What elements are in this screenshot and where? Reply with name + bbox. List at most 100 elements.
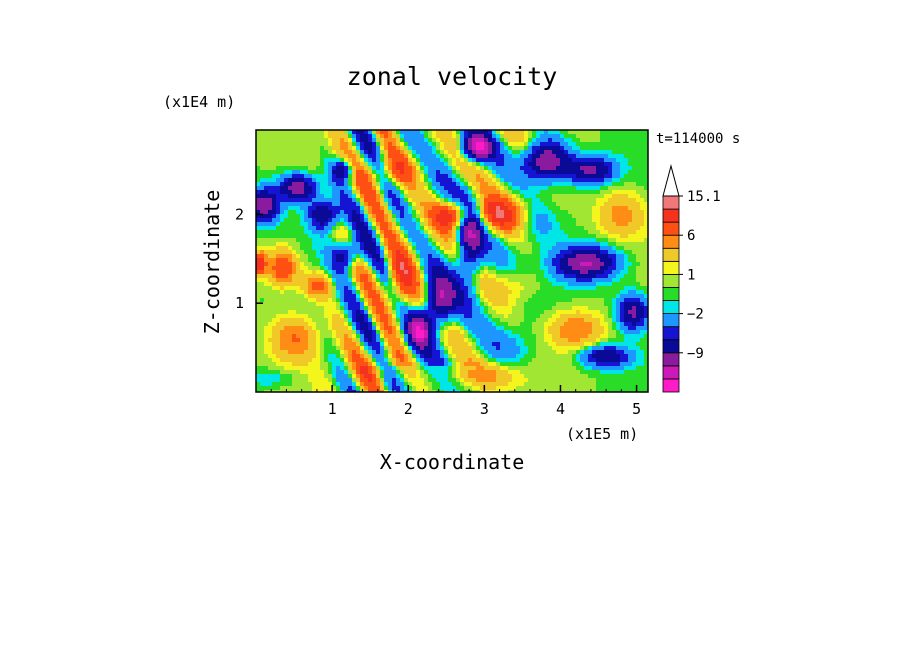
field-cell — [544, 258, 548, 262]
field-cell — [568, 210, 572, 214]
field-cell — [540, 182, 544, 186]
field-cell — [292, 174, 296, 178]
field-cell — [612, 222, 616, 226]
field-cell — [380, 130, 384, 134]
field-cell — [432, 322, 436, 326]
field-cell — [356, 154, 360, 158]
field-cell — [492, 254, 496, 258]
field-cell — [576, 142, 580, 146]
field-cell — [268, 262, 272, 266]
field-cell — [476, 202, 480, 206]
field-cell — [328, 206, 332, 210]
field-cell — [536, 242, 540, 246]
field-cell — [524, 142, 528, 146]
field-cell — [640, 274, 644, 278]
field-cell — [432, 230, 436, 234]
field-cell — [376, 142, 380, 146]
field-cell — [348, 158, 352, 162]
field-cell — [496, 138, 500, 142]
field-cell — [332, 294, 336, 298]
field-cell — [332, 190, 336, 194]
field-cell — [304, 306, 308, 310]
field-cell — [524, 310, 528, 314]
field-cell — [300, 322, 304, 326]
field-cell — [580, 322, 584, 326]
field-cell — [524, 134, 528, 138]
field-cell — [356, 286, 360, 290]
field-cell — [548, 182, 552, 186]
field-cell — [568, 322, 572, 326]
field-cell — [560, 166, 564, 170]
field-cell — [452, 178, 456, 182]
field-cell — [420, 158, 424, 162]
field-cell — [332, 298, 336, 302]
field-cell — [420, 250, 424, 254]
field-cell — [584, 262, 588, 266]
field-cell — [320, 306, 324, 310]
field-cell — [528, 282, 532, 286]
field-cell — [576, 298, 580, 302]
field-cell — [304, 210, 308, 214]
field-cell — [280, 286, 284, 290]
field-cell — [312, 330, 316, 334]
field-cell — [396, 178, 400, 182]
field-cell — [364, 318, 368, 322]
field-cell — [336, 246, 340, 250]
field-cell — [268, 326, 272, 330]
field-cell — [352, 198, 356, 202]
field-cell — [292, 150, 296, 154]
field-cell — [392, 262, 396, 266]
field-cell — [600, 186, 604, 190]
field-cell — [428, 222, 432, 226]
field-cell — [524, 242, 528, 246]
field-cell — [360, 314, 364, 318]
field-cell — [372, 282, 376, 286]
field-cell — [620, 194, 624, 198]
field-cell — [480, 330, 484, 334]
field-cell — [508, 134, 512, 138]
field-cell — [320, 202, 324, 206]
field-cell — [632, 166, 636, 170]
field-cell — [640, 182, 644, 186]
field-cell — [344, 206, 348, 210]
field-cell — [292, 262, 296, 266]
field-cell — [400, 246, 404, 250]
field-cell — [292, 318, 296, 322]
field-cell — [596, 194, 600, 198]
field-cell — [624, 270, 628, 274]
field-cell — [600, 234, 604, 238]
field-cell — [500, 306, 504, 310]
field-cell — [468, 322, 472, 326]
field-cell — [396, 206, 400, 210]
field-cell — [300, 150, 304, 154]
field-cell — [484, 278, 488, 282]
field-cell — [432, 286, 436, 290]
field-cell — [304, 142, 308, 146]
field-cell — [536, 218, 540, 222]
field-cell — [292, 266, 296, 270]
field-cell — [616, 174, 620, 178]
field-cell — [632, 182, 636, 186]
field-cell — [560, 226, 564, 230]
field-cell — [512, 298, 516, 302]
field-cell — [548, 322, 552, 326]
field-cell — [368, 238, 372, 242]
field-cell — [384, 298, 388, 302]
field-cell — [400, 186, 404, 190]
field-cell — [504, 298, 508, 302]
field-cell — [256, 194, 260, 198]
field-cell — [268, 226, 272, 230]
field-cell — [364, 270, 368, 274]
field-cell — [632, 330, 636, 334]
field-cell — [452, 298, 456, 302]
field-cell — [264, 290, 268, 294]
field-cell — [404, 302, 408, 306]
field-cell — [476, 222, 480, 226]
field-cell — [364, 298, 368, 302]
field-cell — [576, 138, 580, 142]
field-cell — [536, 158, 540, 162]
field-cell — [320, 250, 324, 254]
field-cell — [464, 286, 468, 290]
field-cell — [316, 310, 320, 314]
field-cell — [436, 150, 440, 154]
